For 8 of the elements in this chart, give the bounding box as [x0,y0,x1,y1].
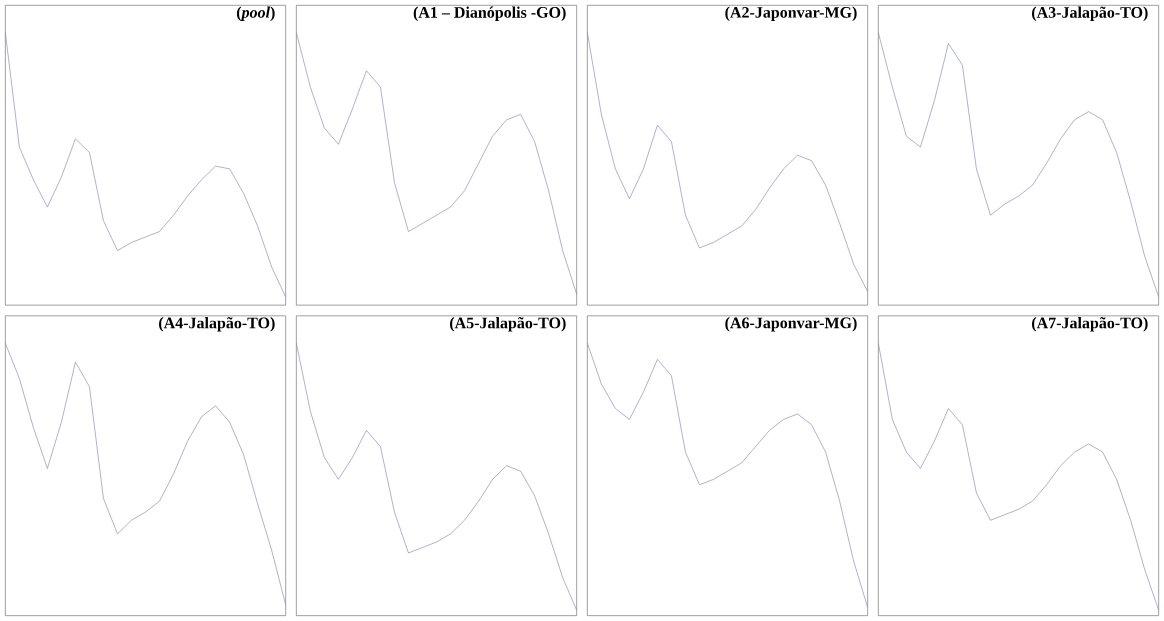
chart-title: (A5-Jalapão-TO) [450,317,566,332]
chart-title: (A6-Japonvar-MG) [725,317,857,332]
chart-title: (A1 – Dianópolis -GO) [413,6,566,22]
chart-title: (A2-Japonvar-MG) [725,6,857,22]
chart-title: (A4-Jalapão-TO) [159,317,275,332]
chart-title: (pool) [236,6,275,22]
chart-title: (A3-Jalapão-TO) [1032,6,1148,22]
chart-title: (A7-Jalapão-TO) [1032,317,1148,332]
